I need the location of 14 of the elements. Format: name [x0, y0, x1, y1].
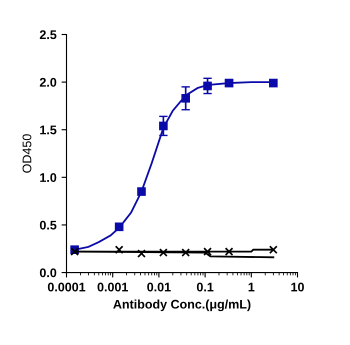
- y-tick-label: 2.0: [40, 78, 56, 87]
- x-tick-label: 1: [248, 282, 254, 292]
- y-tick-label: 1.5: [40, 126, 56, 134]
- y-tick-label: 1.0: [40, 173, 56, 182]
- x-tick-label: 10: [291, 282, 304, 292]
- x-tick-label: 0.0001: [48, 282, 86, 292]
- x-axis-title: Antibody Conc.(μg/mL): [113, 299, 250, 312]
- x-tick-label: 0.1: [196, 282, 214, 292]
- y-tick-label: 2.5: [40, 30, 56, 40]
- y-tick-label: 0.0: [40, 268, 56, 278]
- x-tick-label: 0.001: [98, 282, 128, 292]
- x-tick-label: 0.01: [147, 282, 171, 292]
- y-tick-label: 0.5: [40, 220, 56, 230]
- y-axis-title: OD450: [22, 134, 32, 173]
